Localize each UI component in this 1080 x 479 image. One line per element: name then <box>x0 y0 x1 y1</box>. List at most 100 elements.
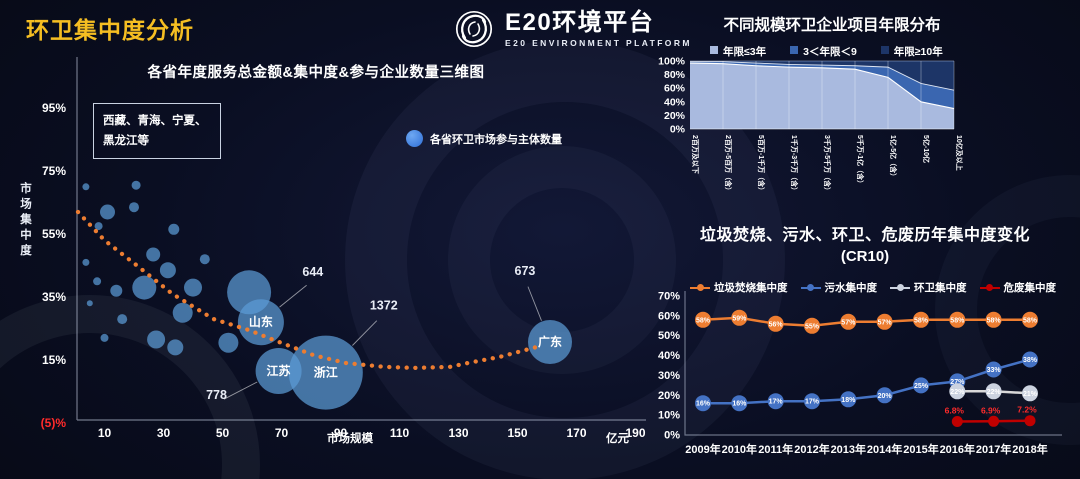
bubble-legend: 各省环卫市场参与主体数量 <box>406 130 562 147</box>
bubble <box>146 247 161 262</box>
bubble-value-label: 778 <box>206 388 227 402</box>
y-tick-label: 60% <box>664 83 686 95</box>
data-point <box>695 395 711 412</box>
bubble <box>184 278 202 297</box>
x-category-label: 2百万-5百万（含） <box>724 135 733 194</box>
callout-line <box>279 284 307 308</box>
x-tick-label: 190 <box>625 426 645 440</box>
data-point <box>876 387 893 404</box>
x-tick-label: 110 <box>390 426 410 440</box>
legend-item: 年限≤3年 <box>710 44 766 59</box>
data-label: 17% <box>769 399 784 406</box>
trend-dotted-line <box>75 209 538 371</box>
y-tick-label: 10% <box>658 410 680 422</box>
data-point <box>840 391 857 408</box>
data-label: 16% <box>696 401 711 408</box>
e20-logo: E20环境平台 E20 ENVIRONMENT PLATFORM <box>452 7 692 51</box>
bubble-浙江 <box>288 335 363 410</box>
x-tick-label: 50 <box>216 426 230 440</box>
bubble-province-label: 浙江 <box>314 365 338 380</box>
series-line <box>703 358 1031 405</box>
area-band-ge10yr <box>690 61 954 91</box>
line-chart-legend: 垃圾焚烧集中度 污水集中度 环卫集中度 危废集中度 <box>690 280 1056 295</box>
bubble-x-axis-title: 市场规模 <box>327 433 373 445</box>
data-point <box>985 383 1002 400</box>
bubble <box>168 223 180 235</box>
data-point <box>985 361 1002 378</box>
bubble <box>129 202 139 213</box>
legend-label: 垃圾焚烧集中度 <box>714 282 788 294</box>
x-tick-label: 2013年 <box>831 442 866 456</box>
y-tick-label: 30% <box>658 370 680 382</box>
y-tick-label: 0% <box>670 124 686 136</box>
legend-line-icon <box>890 284 910 291</box>
bubble <box>199 254 210 265</box>
data-point <box>949 383 966 400</box>
y-tick-label: 20% <box>658 390 680 402</box>
y-tick-label: 55% <box>42 227 66 241</box>
data-label: 33% <box>987 367 1002 374</box>
y-tick-label: 75% <box>42 164 66 178</box>
logo-name: E20环境平台 <box>505 9 655 37</box>
bubble-legend-dot-icon <box>406 130 423 147</box>
x-tick-label: 70 <box>275 426 289 440</box>
data-label: 57% <box>841 319 856 326</box>
page-title: 环卫集中度分析 <box>26 17 194 43</box>
x-tick-label: 2011年 <box>758 442 793 456</box>
y-tick-label: 15% <box>42 353 66 367</box>
legend-item: 垃圾焚烧集中度 <box>690 280 788 295</box>
bubble <box>86 300 93 307</box>
bubble-province-label: 江苏 <box>267 363 291 378</box>
x-tick-label: 2018年 <box>1012 442 1047 456</box>
y-tick-label: 40% <box>658 350 680 362</box>
data-point <box>876 313 893 330</box>
legend-swatch-icon <box>880 46 889 54</box>
axis-lines <box>76 57 646 421</box>
y-tick-label: 20% <box>664 110 686 122</box>
legend-line-icon <box>690 284 710 291</box>
data-label: 58% <box>1023 317 1038 324</box>
data-point <box>1022 311 1038 328</box>
x-tick-label: 2010年 <box>722 442 757 456</box>
data-point <box>731 309 748 326</box>
bubble-province-label: 山东 <box>249 314 273 329</box>
y-tick-label: 40% <box>664 96 686 108</box>
data-label: 59% <box>732 315 747 322</box>
series-line <box>702 316 1030 328</box>
data-label: 6.8% <box>945 405 965 415</box>
data-label: 18% <box>841 397 856 404</box>
callout-line <box>223 381 258 400</box>
x-tick-label: 2012年 <box>794 442 829 456</box>
y-tick-label: 50% <box>658 330 680 342</box>
bubble <box>147 330 166 349</box>
x-tick-label: 2009年 <box>685 442 720 456</box>
bubble-annotation-box: 西藏、青海、宁夏、黑龙江等 <box>93 103 221 160</box>
data-point <box>985 311 1002 328</box>
bubble <box>93 277 102 286</box>
data-point <box>988 415 1000 427</box>
data-label: 22% <box>987 389 1002 396</box>
axis-lines <box>684 291 1062 436</box>
legend-line-icon <box>979 284 1000 291</box>
bubble <box>227 270 272 315</box>
legend-label: 危废集中度 <box>1003 282 1057 294</box>
data-label: 58% <box>914 317 929 324</box>
area-chart-legend: 年限≤3年 3＜年限＜9 年限≥10年 <box>710 44 943 59</box>
data-label: 22% <box>950 389 965 396</box>
bubble <box>82 183 90 191</box>
bubble <box>159 262 176 279</box>
logo-subtitle: E20 ENVIRONMENT PLATFORM <box>505 37 692 48</box>
callout-line <box>352 320 378 346</box>
x-category-label: 3千万-5千万（含） <box>823 135 832 194</box>
data-label: 27% <box>950 379 965 386</box>
bubble <box>117 314 128 325</box>
data-label: 56% <box>769 321 784 328</box>
data-label: 6.9% <box>981 405 1001 415</box>
legend-item: 污水集中度 <box>800 280 877 295</box>
legend-label: 年限≥10年 <box>893 46 943 58</box>
x-tick-label: 2014年 <box>867 442 902 456</box>
e20-swirl-icon <box>455 10 493 48</box>
y-tick-label: 95% <box>42 101 66 115</box>
x-tick-label: 2016年 <box>940 442 975 456</box>
